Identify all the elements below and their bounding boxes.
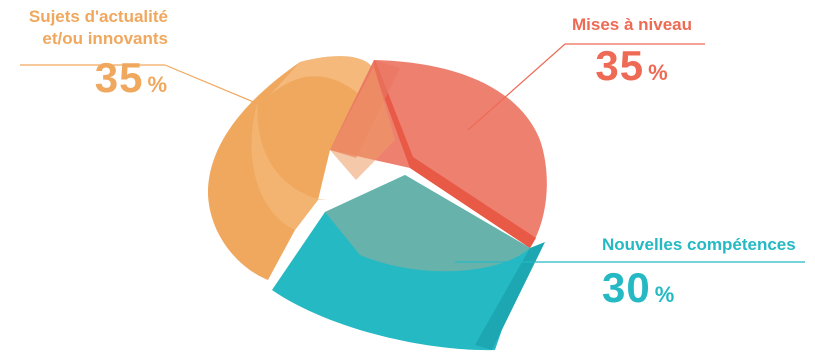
- leader-line-sujets-diag: [164, 64, 269, 109]
- slice-value-sujets: 35%: [94, 54, 168, 101]
- slice-value-nouvelles: 30%: [602, 264, 676, 311]
- callout-nouvelles: Nouvelles compétences 30%: [602, 234, 802, 317]
- pie-slice-nouvelles: [272, 175, 545, 351]
- slice-overlap: [330, 66, 395, 180]
- slice-label-nouvelles: Nouvelles compétences: [602, 235, 796, 254]
- callout-sujets: Sujets d'actualité et/ou innovants 35%: [8, 6, 168, 107]
- callout-mises: Mises à niveau 35%: [562, 14, 702, 95]
- leader-line-mises-diag: [467, 43, 566, 131]
- slice-value-mises: 35%: [595, 42, 669, 89]
- slice-label-sujets: Sujets d'actualité et/ou innovants: [28, 7, 168, 48]
- pie-slice-sujets: [207, 56, 374, 281]
- slice-label-mises: Mises à niveau: [571, 15, 692, 34]
